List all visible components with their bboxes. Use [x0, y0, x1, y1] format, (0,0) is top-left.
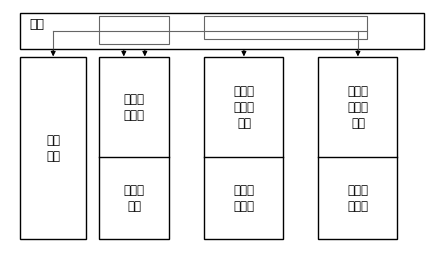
Text: 主控
模块: 主控 模块 [46, 134, 60, 162]
Bar [205, 57, 283, 239]
Bar [205, 16, 367, 39]
Text: 上变频
器控制
模块: 上变频 器控制 模块 [234, 85, 254, 130]
Text: 下变频
器模块: 下变频 器模块 [347, 183, 369, 213]
Text: 本振控
制模块: 本振控 制模块 [124, 93, 145, 122]
Text: 背板: 背板 [29, 18, 44, 31]
Bar [99, 16, 170, 44]
Bar [20, 57, 86, 239]
Text: 下变频
器控制
模块: 下变频 器控制 模块 [347, 85, 369, 130]
Text: 本机振
荡器: 本机振 荡器 [124, 183, 145, 213]
Bar [99, 57, 170, 239]
Bar [20, 13, 424, 50]
Bar [318, 57, 397, 239]
Text: 上变频
器模块: 上变频 器模块 [234, 183, 254, 213]
